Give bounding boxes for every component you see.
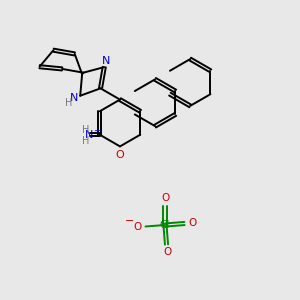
Text: O: O bbox=[161, 193, 169, 203]
Text: O: O bbox=[188, 218, 196, 229]
Text: N: N bbox=[85, 130, 94, 140]
Text: O: O bbox=[133, 221, 141, 232]
Text: N: N bbox=[69, 93, 78, 103]
Text: O: O bbox=[116, 149, 124, 160]
Text: N: N bbox=[102, 56, 110, 66]
Text: Cl: Cl bbox=[160, 220, 170, 230]
Text: H: H bbox=[82, 136, 90, 146]
Text: H: H bbox=[65, 98, 73, 108]
Text: +: + bbox=[93, 126, 101, 135]
Text: H: H bbox=[82, 124, 89, 135]
Text: −: − bbox=[125, 216, 135, 226]
Text: O: O bbox=[164, 247, 172, 257]
